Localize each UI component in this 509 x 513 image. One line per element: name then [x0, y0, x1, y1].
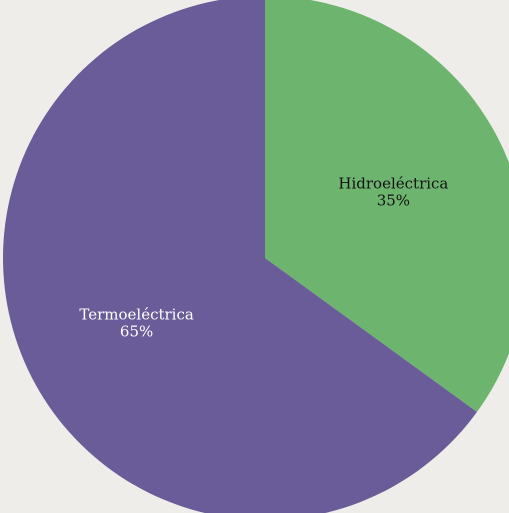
pie-slices: [3, 0, 509, 513]
slice-value-0: 35%: [377, 192, 410, 210]
slice-value-1: 65%: [120, 322, 153, 340]
pie-slice-1: [3, 0, 477, 513]
slice-label-0: Hidroeléctrica: [338, 175, 448, 193]
slice-label-1: Termoeléctrica: [79, 305, 193, 323]
pie-slice-0: [265, 0, 509, 412]
